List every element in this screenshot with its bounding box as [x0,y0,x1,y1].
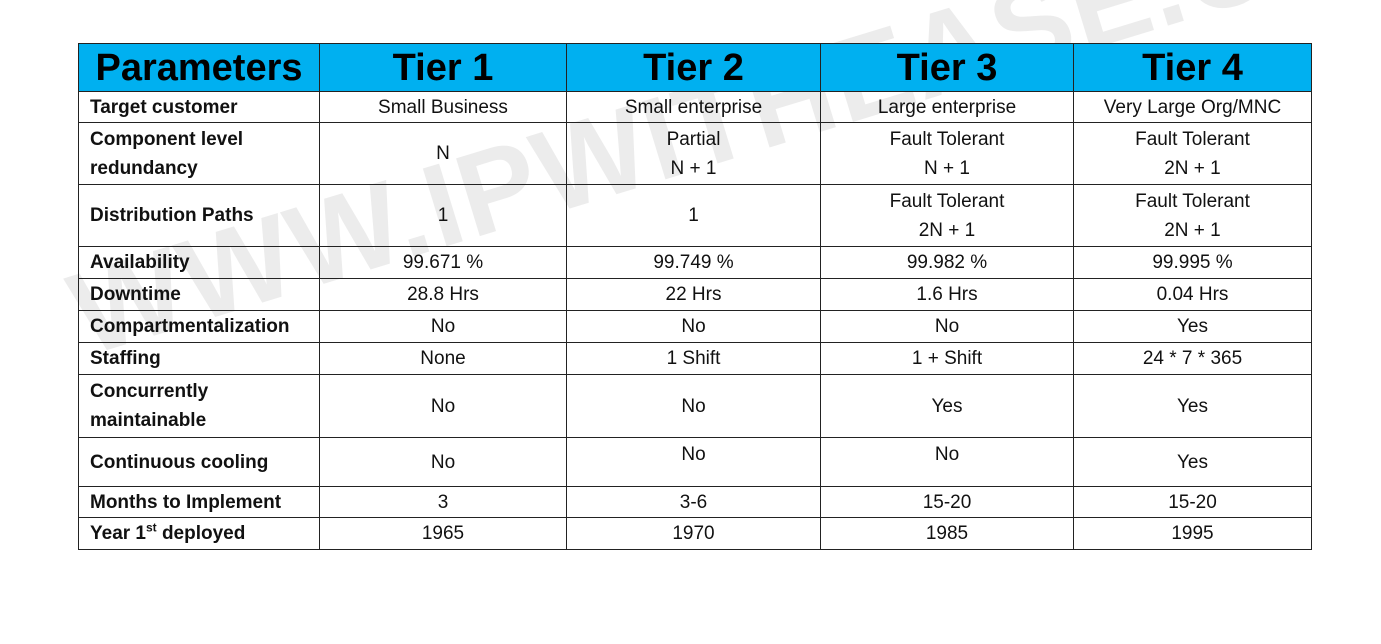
tier-3-value: Large enterprise [820,91,1074,123]
tier-4-value: Yes [1073,310,1312,343]
tier-1-value: 1965 [319,517,567,550]
tier-1-value: 1 [319,184,567,247]
table-row: Staffing None 1 Shift 1 + Shift 24 * 7 * 365 [78,342,1312,375]
tier-2-value: 99.749 % [566,246,821,279]
tier-2-value: Partial N + 1 [566,122,821,185]
tier-3-value: Yes [820,374,1074,438]
tier-1-value: 28.8 Hrs [319,278,567,311]
parameter-cell: Component level redundancy [78,122,320,185]
table-row: Distribution Paths 1 1 Fault Tolerant 2N + … [78,184,1312,247]
tier-2-value: 22 Hrs [566,278,821,311]
tier-2-value: 1970 [566,517,821,550]
table-row: Availability 99.671 % 99.749 % 99.982 % 99.9… [78,246,1312,279]
tier-4-value: Yes [1073,437,1312,487]
tier-4-value: Very Large Org/MNC [1073,91,1312,123]
tier-3-value: 15-20 [820,486,1074,518]
tier-4-value: 0.04 Hrs [1073,278,1312,311]
tier-4-value: Yes [1073,374,1312,438]
tier-1-value: N [319,122,567,185]
header-tier-2: Tier 2 [566,43,821,92]
tier-3-value: Fault Tolerant N + 1 [820,122,1074,185]
tier-4-value: 99.995 % [1073,246,1312,279]
tier-2-value: 1 [566,184,821,247]
tier-3-value: 1.6 Hrs [820,278,1074,311]
tier-4-value: Fault Tolerant 2N + 1 [1073,184,1312,247]
tier-2-value: 3-6 [566,486,821,518]
param-text: deployed [156,523,246,544]
table-row: Downtime 28.8 Hrs 22 Hrs 1.6 Hrs 0.04 Hrs [78,278,1312,311]
header-row: Parameters Tier 1 Tier 2 Tier 3 Tier 4 [78,43,1312,92]
tier-1-value: No [319,437,567,487]
tier-1-value: Small Business [319,91,567,123]
tier-1-value: 3 [319,486,567,518]
tier-2-value: No [566,437,821,487]
header-tier-3: Tier 3 [820,43,1074,92]
tier-3-value: No [820,310,1074,343]
tier-1-value: None [319,342,567,375]
parameter-cell: Downtime [78,278,320,311]
header-parameters: Parameters [78,43,320,92]
header-tier-1: Tier 1 [319,43,567,92]
parameter-cell: Compartmentalization [78,310,320,343]
table-row: Continuous cooling No No No Yes [78,437,1312,487]
tier-2-value: 1 Shift [566,342,821,375]
parameter-cell: Year 1st deployed [78,517,320,550]
parameter-cell: Months to Implement [78,486,320,518]
parameter-cell: Target customer [78,91,320,123]
table-row: Year 1st deployed 1965 1970 1985 1995 [78,517,1312,550]
tier-comparison-table: Parameters Tier 1 Tier 2 Tier 3 Tier 4 T… [78,43,1312,550]
parameter-cell: Availability [78,246,320,279]
tier-4-value: 24 * 7 * 365 [1073,342,1312,375]
tier-1-value: No [319,374,567,438]
tier-1-value: No [319,310,567,343]
table-row: Months to Implement 3 3-6 15-20 15-20 [78,486,1312,518]
table-row: Compartmentalization No No No Yes [78,310,1312,343]
tier-2-value: No [566,310,821,343]
tier-4-value: 15-20 [1073,486,1312,518]
tier-2-value: No [566,374,821,438]
tier-1-value: 99.671 % [319,246,567,279]
parameter-cell: Staffing [78,342,320,375]
tier-4-value: Fault Tolerant 2N + 1 [1073,122,1312,185]
table-row: Component level redundancy N Partial N + 1… [78,122,1312,185]
parameter-cell: Distribution Paths [78,184,320,247]
parameter-cell: Concurrently maintainable [78,374,320,438]
tier-4-value: 1995 [1073,517,1312,550]
tier-2-value: Small enterprise [566,91,821,123]
tier-3-value: No [820,437,1074,487]
tier-3-value: 99.982 % [820,246,1074,279]
table-row: Concurrently maintainable No No Yes Yes [78,374,1312,438]
tier-3-value: 1 + Shift [820,342,1074,375]
param-text: Year 1 [90,523,146,544]
tier-3-value: Fault Tolerant 2N + 1 [820,184,1074,247]
parameter-cell: Continuous cooling [78,437,320,487]
table-row: Target customer Small Business Small enter… [78,91,1312,123]
param-superscript: st [146,520,157,535]
tier-3-value: 1985 [820,517,1074,550]
header-tier-4: Tier 4 [1073,43,1312,92]
